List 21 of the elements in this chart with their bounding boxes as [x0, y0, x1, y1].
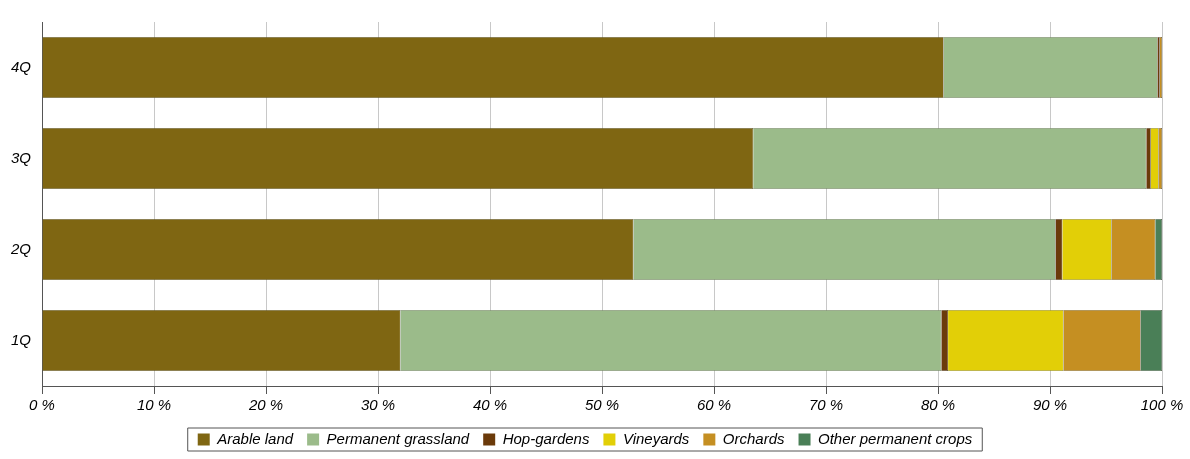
x-tick-label: 30 % [360, 396, 396, 414]
x-tick-label: 0 % [29, 396, 55, 414]
y-tick-label: 4Q [10, 57, 32, 75]
legend-label: Arable land [216, 429, 294, 447]
legend-label: Orchards [722, 429, 786, 447]
legend-label: Hop-gardens [502, 429, 590, 447]
x-tick-label: 50 % [584, 396, 620, 414]
x-tick-label: 20 % [247, 396, 284, 414]
x-tick-label: 100 % [1140, 396, 1184, 414]
y-tick-label: 1Q [10, 330, 32, 348]
x-tick-label: 80 % [920, 396, 956, 414]
y-tick-label: 2Q [9, 239, 32, 257]
y-tick-label: 3Q [10, 148, 32, 166]
x-tick-label: 70 % [808, 396, 844, 414]
x-tick-label: 60 % [696, 396, 732, 414]
x-tick-label: 40 % [472, 396, 508, 414]
legend-label: Other permanent crops [818, 429, 973, 447]
x-tick-label: 10 % [136, 396, 172, 414]
x-tick-label: 90 % [1032, 396, 1068, 414]
legend-label: Permanent grassland [326, 429, 470, 447]
legend-label: Vineyards [622, 429, 690, 447]
